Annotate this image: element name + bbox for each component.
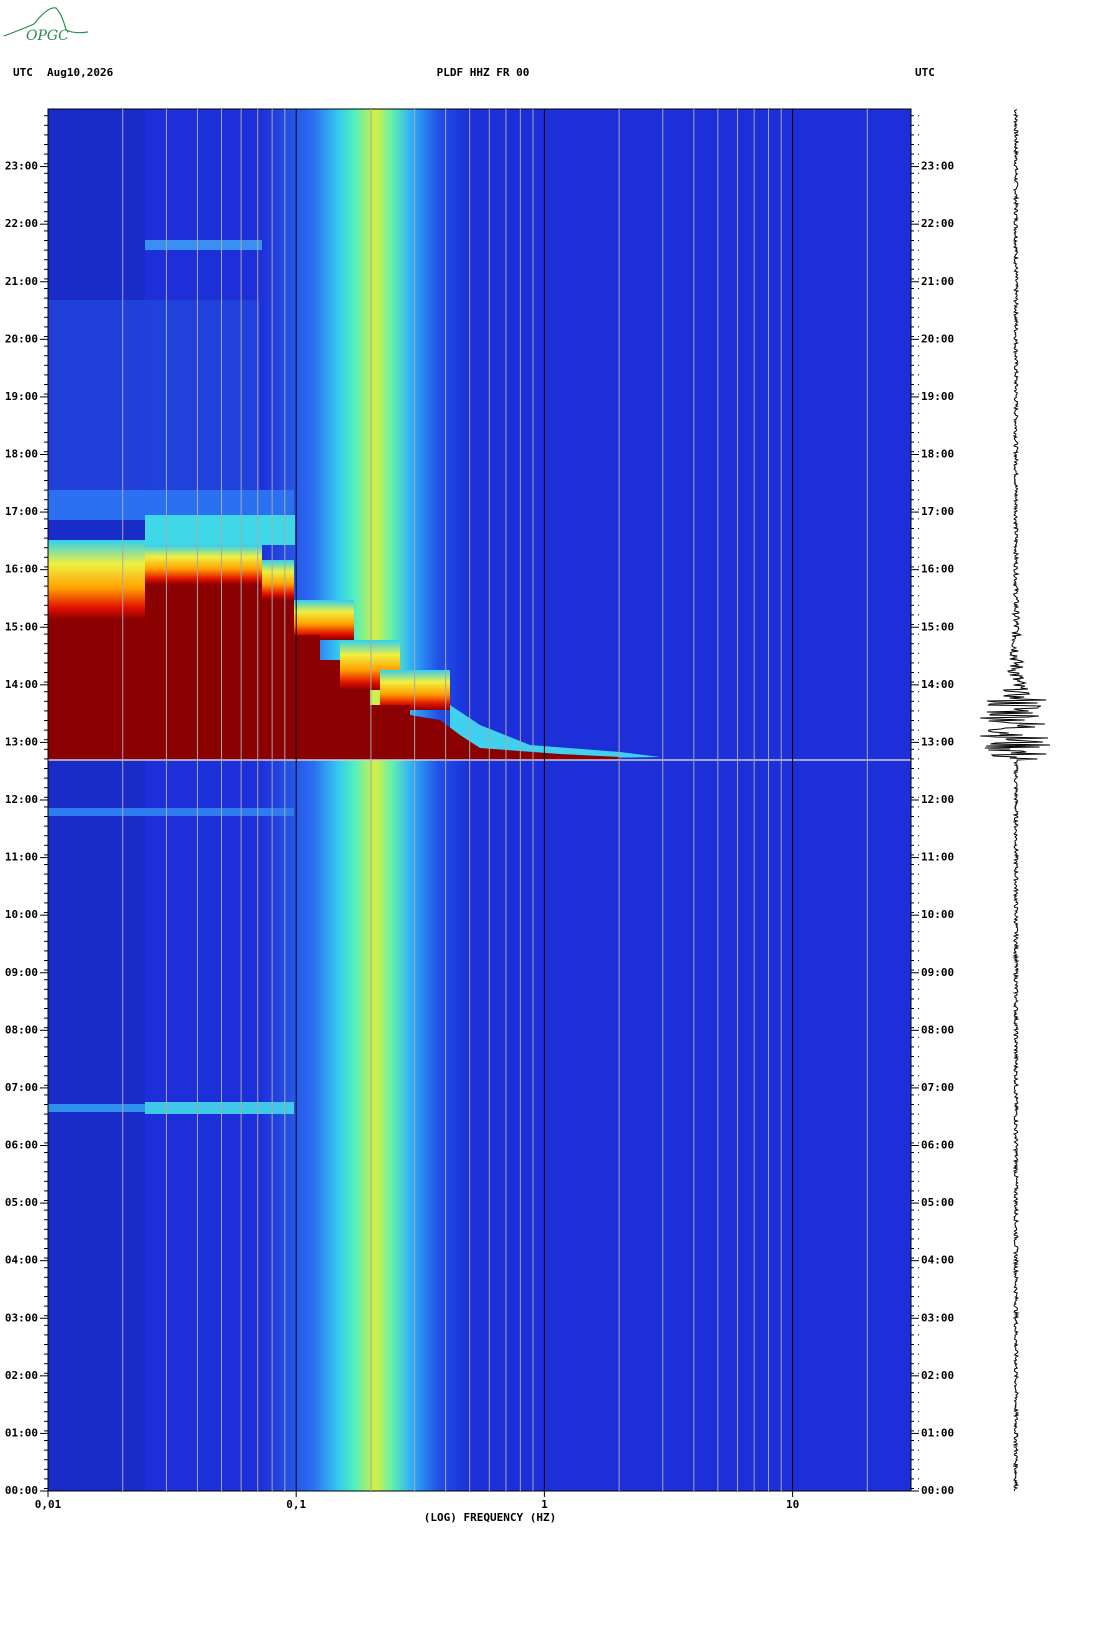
y-tick-label: 16:00	[5, 563, 38, 576]
spectrogram	[48, 109, 911, 1491]
y-tick-label: 09:00	[5, 966, 38, 979]
y-tick-label: 09:00	[921, 966, 954, 979]
x-tick-label: 1	[541, 1498, 548, 1511]
y-tick-label: 12:00	[5, 793, 38, 806]
y-tick-label: 11:00	[5, 851, 38, 864]
y-tick-label: 16:00	[921, 563, 954, 576]
y-tick-label: 23:00	[921, 160, 954, 173]
y-tick-label: 00:00	[921, 1484, 954, 1497]
y-tick-label: 04:00	[5, 1254, 38, 1267]
y-tick-label: 04:00	[921, 1254, 954, 1267]
date: Aug10,2026	[47, 66, 114, 79]
time-zone-right: UTC	[915, 66, 935, 79]
y-tick-label: 10:00	[5, 908, 38, 921]
y-tick-label: 17:00	[5, 505, 38, 518]
y-tick-label: 14:00	[5, 678, 38, 691]
y-tick-label: 13:00	[921, 735, 954, 748]
y-tick-label: 22:00	[921, 217, 954, 230]
y-tick-label: 05:00	[5, 1196, 38, 1209]
y-tick-label: 21:00	[5, 275, 38, 288]
y-tick-label: 00:00	[5, 1484, 38, 1497]
y-tick-label: 20:00	[5, 332, 38, 345]
waveform	[980, 108, 1051, 1492]
y-tick-label: 21:00	[921, 275, 954, 288]
y-tick-label: 03:00	[5, 1311, 38, 1324]
logo-mark	[3, 7, 89, 37]
y-tick-label: 22:00	[5, 217, 38, 230]
y-tick-label: 06:00	[921, 1139, 954, 1152]
y-tick-label: 13:00	[5, 735, 38, 748]
y-tick-label: 18:00	[5, 448, 38, 461]
y-tick-label: 07:00	[5, 1081, 38, 1094]
time-zone-left: UTC	[13, 66, 33, 79]
y-tick-label: 11:00	[921, 851, 954, 864]
y-tick-label: 06:00	[5, 1139, 38, 1152]
y-tick-label: 01:00	[921, 1426, 954, 1439]
y-tick-label: 14:00	[921, 678, 954, 691]
x-tick-label: 0,1	[286, 1498, 306, 1511]
y-tick-label: 02:00	[921, 1369, 954, 1382]
y-tick-label: 05:00	[921, 1196, 954, 1209]
chart-title: PLDF HHZ FR 00	[437, 66, 530, 79]
y-tick-label: 19:00	[5, 390, 38, 403]
y-tick-label: 12:00	[921, 793, 954, 806]
y-tick-label: 19:00	[921, 390, 954, 403]
y-tick-label: 23:00	[5, 160, 38, 173]
logo: OPGC	[26, 28, 69, 44]
y-tick-label: 08:00	[921, 1023, 954, 1036]
y-tick-label: 18:00	[921, 448, 954, 461]
x-tick-label: 10	[786, 1498, 799, 1511]
y-tick-label: 10:00	[921, 908, 954, 921]
y-tick-label: 17:00	[921, 505, 954, 518]
y-tick-label: 20:00	[921, 332, 954, 345]
y-tick-label: 15:00	[921, 620, 954, 633]
y-tick-label: 02:00	[5, 1369, 38, 1382]
y-tick-label: 07:00	[921, 1081, 954, 1094]
y-tick-label: 03:00	[921, 1311, 954, 1324]
x-tick-label: 0,01	[35, 1498, 62, 1511]
x-axis-label: (LOG) FREQUENCY (HZ)	[424, 1511, 556, 1524]
y-tick-label: 08:00	[5, 1023, 38, 1036]
y-tick-label: 01:00	[5, 1426, 38, 1439]
y-tick-label: 15:00	[5, 620, 38, 633]
